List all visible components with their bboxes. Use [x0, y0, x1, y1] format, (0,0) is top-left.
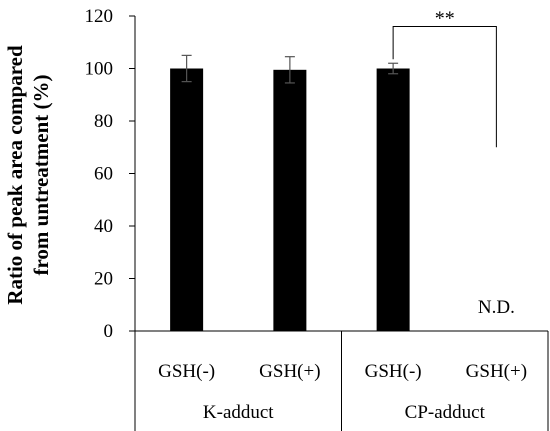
y-tick-label: 60: [94, 164, 113, 185]
y-axis-label-line-2: from untreatment (%): [29, 74, 53, 275]
bar: [376, 68, 410, 331]
x-category-label: GSH(+): [259, 361, 320, 382]
x-category-label: GSH(-): [158, 361, 215, 382]
x-group-label: CP-adduct: [405, 402, 486, 423]
y-axis-label-line-1: Ratio of peak area compared: [3, 45, 27, 305]
y-tick-label: 0: [104, 321, 114, 342]
annotations: N.D. **: [392, 8, 515, 318]
significance-bracket: [392, 26, 497, 148]
significance-label: **: [435, 8, 455, 30]
y-tick-label: 120: [85, 6, 114, 27]
bar: [170, 68, 204, 331]
y-axis: 0 20 40 60 80 100 120: [85, 6, 136, 342]
y-tick-label: 80: [94, 111, 113, 132]
bar: [273, 69, 307, 331]
y-tick-label: 20: [94, 269, 113, 290]
y-tick-label: 100: [85, 59, 114, 80]
x-group-label: K-adduct: [203, 402, 274, 423]
bars: [170, 54, 410, 331]
x-category-label: GSH(+): [466, 361, 527, 382]
not-detected-label: N.D.: [478, 297, 515, 318]
y-tick-label: 40: [94, 216, 113, 237]
x-category-label: GSH(-): [365, 361, 422, 382]
x-axis: GSH(-) GSH(+) GSH(-) GSH(+) K-adduct CP-adduc…: [134, 330, 549, 431]
